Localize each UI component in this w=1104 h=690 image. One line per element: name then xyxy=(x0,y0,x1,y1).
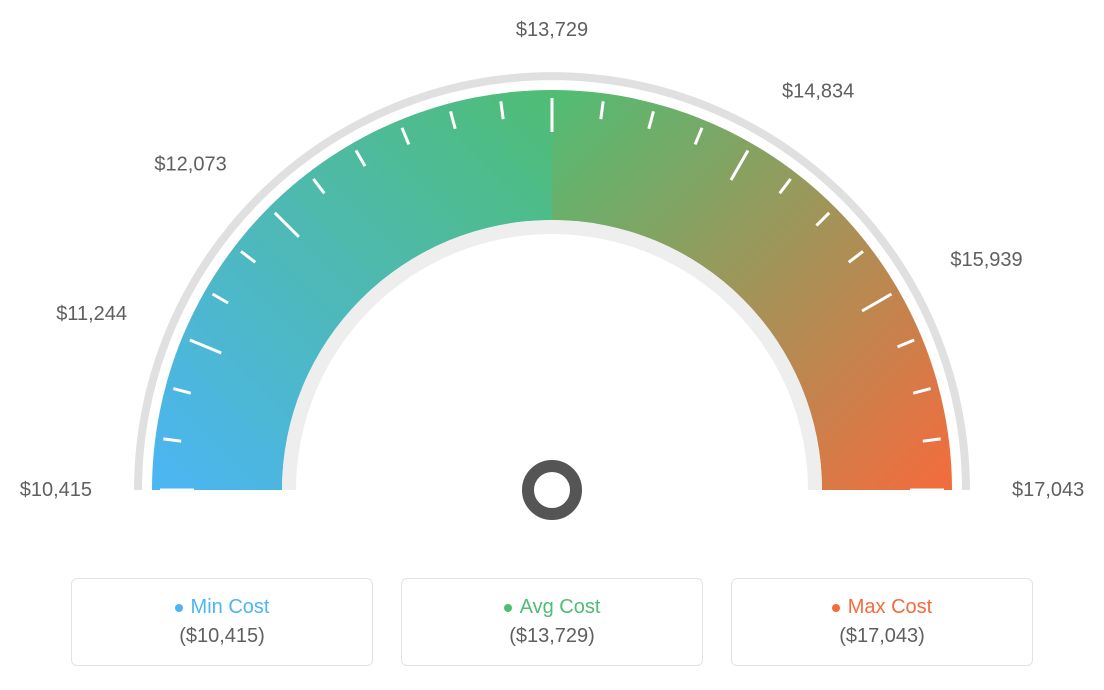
legend-dot-avg xyxy=(504,604,512,612)
legend-dot-min xyxy=(175,604,183,612)
svg-text:$11,244: $11,244 xyxy=(56,303,127,325)
legend-value-avg: ($13,729) xyxy=(509,625,595,648)
svg-text:$14,834: $14,834 xyxy=(782,81,854,103)
svg-text:$12,073: $12,073 xyxy=(154,154,226,176)
svg-text:$17,043: $17,043 xyxy=(1012,479,1084,501)
legend-card-avg: Avg Cost ($13,729) xyxy=(401,578,703,666)
legend-label-max: Max Cost xyxy=(848,596,932,619)
legend-label-min: Min Cost xyxy=(191,596,270,619)
legend-card-max: Max Cost ($17,043) xyxy=(731,578,1033,666)
legend-row: Min Cost ($10,415) Avg Cost ($13,729) Ma… xyxy=(0,578,1104,666)
cost-gauge: $10,415 $11,244 $12,073 $13,729 $14,834 $15,9… xyxy=(0,0,1104,560)
svg-text:$10,415: $10,415 xyxy=(20,479,92,501)
legend-dot-max xyxy=(832,604,840,612)
legend-card-min: Min Cost ($10,415) xyxy=(71,578,373,666)
legend-value-min: ($10,415) xyxy=(179,625,265,648)
legend-label-avg: Avg Cost xyxy=(520,596,601,619)
svg-text:$15,939: $15,939 xyxy=(950,249,1022,271)
svg-text:$13,729: $13,729 xyxy=(516,19,588,41)
legend-value-max: ($17,043) xyxy=(839,625,925,648)
